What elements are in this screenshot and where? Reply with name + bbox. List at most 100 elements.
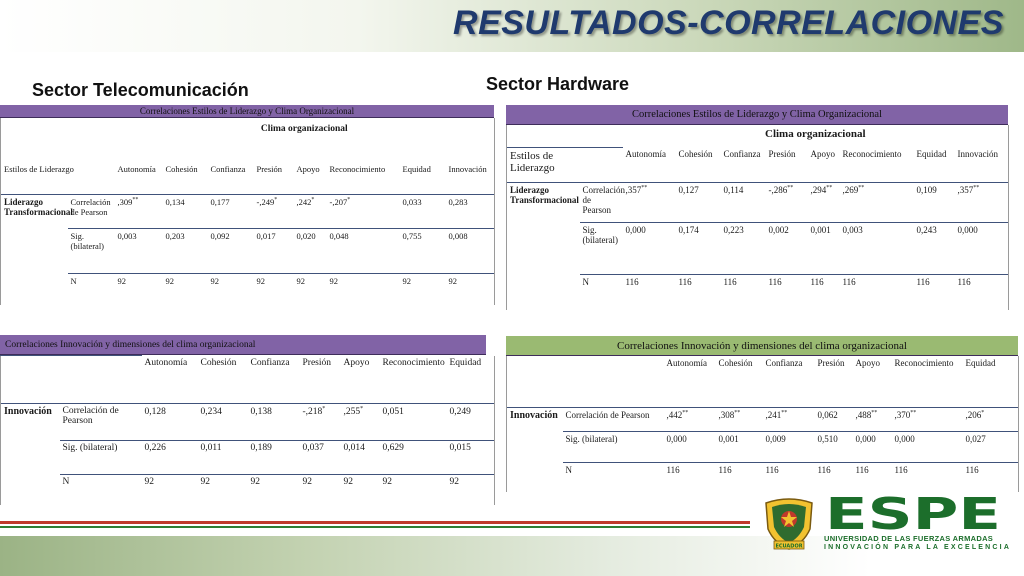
significance-mark: * [322, 406, 326, 412]
cell-value: 0,003 [839, 221, 914, 274]
table-caption: Correlaciones Estilos de Liderazgo y Cli… [0, 105, 494, 118]
table-row: Sig. (bilateral) 0,003 0,203 0,092 0,017… [1, 227, 496, 273]
stat-label: N [562, 461, 664, 492]
title-band [0, 0, 1024, 52]
logo-tagline-motto: INNOVACIÓN PARA LA EXCELENCIA [824, 544, 1012, 551]
cell-value: 92 [340, 474, 380, 505]
cell-value: 0,092 [207, 227, 254, 273]
corner-header: Estilos de Liderazgo [0, 162, 115, 194]
cell-value: 0,000 [852, 430, 892, 462]
stat-label: Correlación de Pearson [67, 193, 115, 228]
cell-value: 0,017 [253, 227, 294, 273]
row-header: Innovación [0, 403, 60, 505]
col-header: Equidad [962, 356, 1019, 407]
cell-value: 116 [675, 273, 721, 310]
cell-value: ,255 [343, 407, 361, 418]
table-row: Sig. (bilateral) 0,000 0,174 0,223 0,002… [507, 221, 1010, 274]
cell-value: 0,128 [144, 407, 166, 418]
col-header: Confianza [765, 358, 803, 368]
cell-value: 0,001 [807, 221, 840, 274]
significance-mark: * [981, 409, 985, 416]
cell-value: 0,014 [340, 440, 380, 475]
cell-value: ,294 [810, 184, 827, 195]
significance-mark: ** [641, 184, 648, 191]
stat-label: Correlación de Pearson [562, 406, 664, 431]
cell-value: ,242 [296, 196, 312, 207]
significance-mark: ** [973, 184, 980, 191]
cell-value: 92 [399, 272, 446, 305]
col-header: Innovación [445, 162, 496, 194]
cell-value: ,269 [842, 184, 859, 195]
table-telecom-innovation: Correlaciones Innovación y dimensiones d… [0, 335, 495, 505]
corner-header: Estilos de Liderazgo [506, 146, 580, 182]
col-header: Reconocimiento [894, 358, 954, 368]
cell-value: 0,020 [293, 227, 327, 273]
cell-value: 0,000 [954, 221, 1010, 274]
table-row: N 116 116 116 116 116 116 116 [507, 461, 1019, 492]
empty-cell [0, 118, 68, 162]
col-header: Reconocimiento [842, 149, 902, 159]
cell-value: ,357 [957, 184, 974, 195]
cell-value: 92 [207, 272, 254, 305]
significance-mark: ** [871, 409, 878, 416]
table-caption: Correlaciones Innovación y dimensiones d… [0, 335, 486, 355]
cell-value: 92 [445, 272, 496, 305]
cell-value: ,206 [965, 409, 982, 420]
cell-value: 0,048 [326, 227, 400, 273]
cell-value: 116 [913, 273, 955, 310]
logo-tagline-university: UNIVERSIDAD DE LAS FUERZAS ARMADAS [824, 534, 994, 543]
cell-value: 0,249 [449, 407, 471, 418]
col-header: Apoyo [296, 164, 320, 174]
cell-value: 92 [326, 272, 400, 305]
cell-value: 0,755 [399, 227, 446, 273]
cell-value: 0,127 [678, 184, 699, 195]
cell-value: 116 [814, 461, 853, 492]
stat-label: Sig. (bilateral) [562, 430, 664, 462]
significance-mark: * [311, 196, 315, 203]
col-header: Cohesión [165, 164, 198, 174]
row-header: Liderazgo Transformacional [0, 193, 73, 305]
col-header: Innovación [954, 147, 1010, 182]
significance-mark: ** [858, 184, 865, 191]
col-header: Reconocimiento [382, 357, 445, 368]
table-row: Sig. (bilateral) 0,226 0,011 0,189 0,037… [1, 440, 495, 475]
cell-value: 116 [715, 461, 763, 492]
cell-value: 92 [253, 272, 294, 305]
cell-value: 0,203 [162, 227, 208, 273]
cell-value: 0,037 [299, 440, 341, 475]
cell-value: 116 [839, 273, 914, 310]
stat-label: N [579, 273, 623, 310]
table-caption: Correlaciones Innovación y dimensiones d… [506, 336, 1018, 356]
col-header: Autonomía [625, 149, 667, 159]
col-header: Confianza [723, 149, 761, 159]
cell-value: ,241 [765, 409, 782, 420]
cell-value: 0,008 [445, 227, 496, 273]
cell-value: 0,234 [200, 407, 222, 418]
cell-value: 92 [293, 272, 327, 305]
significance-mark: ** [132, 196, 139, 203]
cell-value: 0,000 [622, 221, 676, 274]
cell-value: 0,510 [814, 430, 853, 462]
footer-band [0, 536, 1024, 576]
cell-value: ,488 [855, 409, 872, 420]
cell-value: 0,015 [446, 440, 495, 475]
table-row: Liderazgo Transformacional Correlación d… [506, 181, 1010, 310]
cell-value: 0,033 [402, 196, 422, 207]
cell-value: 92 [299, 474, 341, 505]
significance-mark: * [274, 196, 278, 203]
cell-value: ,370 [894, 409, 911, 420]
significance-mark: ** [826, 184, 833, 191]
cell-value: 0,002 [765, 221, 808, 274]
cell-value: 0,174 [675, 221, 721, 274]
cell-value: 0,243 [913, 221, 955, 274]
table-row: N 92 92 92 92 92 92 92 92 [1, 272, 496, 305]
col-header: Presión [302, 357, 332, 368]
section-title-hardware: Sector Hardware [486, 74, 630, 94]
col-header: Cohesión [678, 149, 713, 159]
cell-value: -,249 [256, 196, 275, 207]
col-header: Apoyo [855, 358, 881, 368]
row-header: Innovación [506, 406, 563, 492]
footer-rule-red [0, 521, 750, 524]
cell-value: 0,134 [165, 196, 185, 207]
significance-mark: ** [682, 409, 689, 416]
